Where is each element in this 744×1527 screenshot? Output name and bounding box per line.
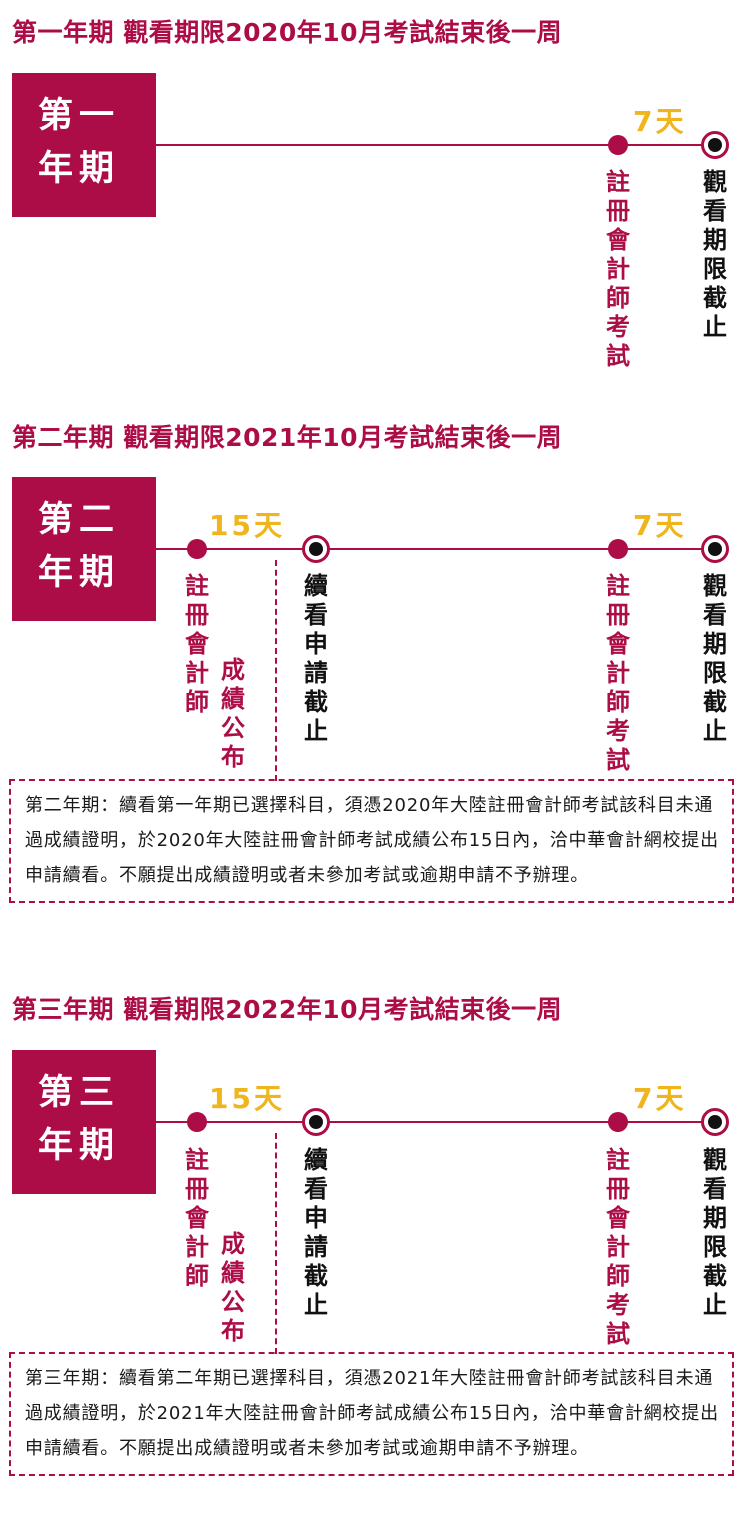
period-3-heading: 第三年期 觀看期限2022年10月考試結束後一周	[12, 995, 563, 1024]
period-3-label-renewal: 續看申請截止	[304, 1146, 328, 1319]
period-2-days-early: 15天	[209, 509, 285, 542]
period-2-timeline-line	[156, 548, 716, 550]
period-1-deadline-marker	[701, 131, 729, 159]
period-2-exam-dot	[608, 539, 628, 559]
period-2-cpa-dot	[187, 539, 207, 559]
period-2-heading: 第二年期 觀看期限2021年10月考試結束後一周	[12, 423, 563, 452]
period-3-tag-line1: 第三	[38, 1073, 121, 1113]
period-1-exam-dot	[608, 135, 628, 155]
period-3-label-deadline: 觀看期限截止	[703, 1146, 727, 1319]
period-1-tag-line1: 第一	[38, 96, 121, 136]
period-3-cpa-dot	[187, 1112, 207, 1132]
period-2-label-results: 成績公布	[221, 656, 245, 771]
period-1-tag-line2: 年期	[38, 149, 121, 189]
period-3-label-results: 成績公布	[221, 1230, 245, 1345]
period-1-tag: 第一 年期	[12, 73, 156, 217]
period-2-tag: 第二 年期	[12, 477, 156, 621]
period-1-label-deadline: 觀看期限截止	[703, 168, 727, 341]
period-1-timeline-line	[156, 144, 716, 146]
period-2-label-cpa: 註冊會計師	[185, 572, 209, 716]
period-3-timeline-line	[156, 1121, 716, 1123]
period-1-label-exam: 註冊會計師考試	[606, 168, 630, 370]
period-2-days-late: 7天	[633, 509, 687, 542]
period-2-notice: 第二年期：續看第一年期已選擇科目，須憑2020年大陸註冊會計師考試該科目未通過成…	[9, 779, 734, 903]
period-2-tag-line2: 年期	[38, 553, 121, 593]
period-3-renewal-marker	[302, 1108, 330, 1136]
period-3-days-early: 15天	[209, 1082, 285, 1115]
period-3-label-cpa: 註冊會計師	[185, 1146, 209, 1290]
period-2-label-deadline: 觀看期限截止	[703, 572, 727, 745]
period-2-label-exam: 註冊會計師考試	[606, 572, 630, 774]
period-2-renewal-marker	[302, 535, 330, 563]
period-2-connector-line	[275, 560, 277, 781]
period-2-label-renewal: 續看申請截止	[304, 572, 328, 745]
period-3-label-exam: 註冊會計師考試	[606, 1146, 630, 1348]
period-3-exam-dot	[608, 1112, 628, 1132]
period-2-tag-line1: 第二	[38, 500, 121, 540]
period-3-days-late: 7天	[633, 1082, 687, 1115]
period-1-heading: 第一年期 觀看期限2020年10月考試結束後一周	[12, 18, 563, 47]
period-3-notice: 第三年期：續看第二年期已選擇科目，須憑2021年大陸註冊會計師考試該科目未通過成…	[9, 1352, 734, 1476]
period-3-tag: 第三 年期	[12, 1050, 156, 1194]
period-2-deadline-marker	[701, 535, 729, 563]
period-3-tag-line2: 年期	[38, 1126, 121, 1166]
period-3-connector-line	[275, 1133, 277, 1354]
period-3-deadline-marker	[701, 1108, 729, 1136]
period-1-days-late: 7天	[633, 105, 687, 138]
